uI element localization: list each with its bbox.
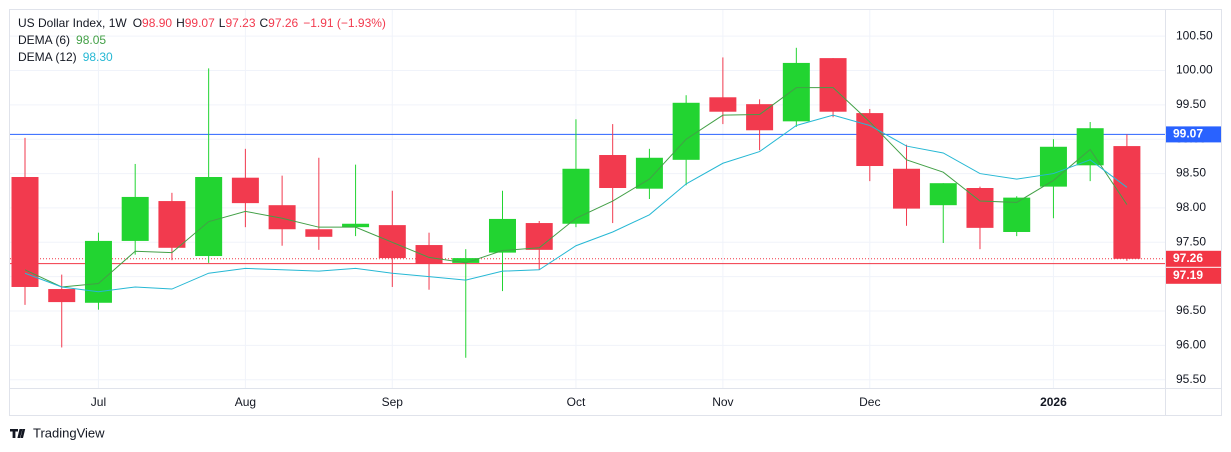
candle-body (1113, 146, 1141, 259)
candle-body (158, 201, 186, 248)
candle-body (599, 155, 627, 189)
ohlc-key: H (176, 16, 185, 30)
candle-body (966, 188, 994, 228)
axes: 95.5096.0096.5097.0097.5098.0098.5099.00… (91, 28, 1221, 409)
y-tick-label: 97.50 (1176, 234, 1206, 248)
candle-body (929, 183, 957, 206)
indicator-name: DEMA (12) (18, 50, 77, 64)
candle-body (195, 177, 223, 257)
candle-body (48, 289, 76, 303)
ohlc-key: O (133, 16, 142, 30)
ohlc-value: 97.26 (268, 16, 298, 30)
candle-body (1076, 128, 1104, 166)
indicator-line (24, 114, 1128, 293)
candle-body (782, 62, 810, 122)
plot (11, 47, 1141, 358)
y-tick-label: 96.00 (1176, 338, 1206, 352)
change-value: −1.91 (−1.93%) (303, 16, 386, 30)
candle-body (525, 223, 553, 250)
candle-body (268, 205, 296, 230)
y-tick-label: 96.50 (1176, 303, 1206, 317)
indicator-value: 98.30 (83, 50, 113, 64)
grid (10, 10, 1165, 388)
candle-body (635, 157, 663, 189)
price-line-badge (1166, 267, 1221, 284)
x-tick-label: Jul (91, 395, 106, 409)
ohlc-key: C (260, 16, 269, 30)
x-tick-label: Sep (382, 395, 404, 409)
symbol-title: US Dollar Index, 1W (18, 16, 127, 30)
price-line-label: 99.07 (1173, 127, 1203, 141)
logo-icon (10, 429, 26, 438)
candle-body (121, 196, 149, 241)
brand-text: TradingView (33, 425, 105, 440)
candle-body (11, 177, 39, 287)
y-tick-label: 98.50 (1176, 166, 1206, 180)
candle-body (452, 258, 480, 263)
ohlc-value: 97.23 (225, 16, 255, 30)
frame (9, 9, 1222, 416)
candle-body (488, 218, 516, 253)
price-line-badge (1166, 250, 1221, 267)
indicator-legend: DEMA (12) 98.30 (18, 50, 113, 64)
indicator-value: 98.05 (76, 33, 106, 47)
candle-body (856, 113, 884, 167)
price-line-label: 97.19 (1173, 268, 1203, 282)
x-tick-label: Aug (235, 395, 256, 409)
candle-body (562, 168, 590, 224)
candle-body (231, 177, 259, 204)
y-tick-label: 100.00 (1176, 63, 1213, 77)
ohlc-value: 98.90 (142, 16, 172, 30)
price-line-label: 97.26 (1173, 251, 1203, 265)
x-tick-label: 2026 (1040, 395, 1067, 409)
x-tick-label: Oct (567, 395, 586, 409)
candle-body (709, 97, 737, 112)
candle-body (415, 245, 443, 264)
legend: US Dollar Index, 1W O98.90 H99.07 L97.23 C97… (18, 16, 386, 64)
x-tick-label: Dec (859, 395, 880, 409)
candle-body (378, 225, 406, 259)
y-tick-label: 98.00 (1176, 200, 1206, 214)
brand-logo: TradingView (10, 425, 105, 440)
candle-body (893, 168, 921, 209)
indicator-name: DEMA (6) (18, 33, 70, 47)
candle-body (672, 102, 700, 160)
candle-body (819, 58, 847, 112)
candle-body (342, 223, 370, 228)
y-tick-label: 95.50 (1176, 372, 1206, 386)
indicator-legend: DEMA (6) 98.05 (18, 33, 106, 47)
ohlc-key: L (219, 16, 226, 30)
candle-body (84, 240, 112, 303)
candle-body (305, 229, 333, 237)
price-line-badge (1166, 126, 1221, 143)
symbol-legend: US Dollar Index, 1W O98.90 H99.07 L97.23 C97… (18, 16, 386, 30)
indicator-line (24, 87, 1128, 288)
y-tick-label: 100.50 (1176, 28, 1213, 42)
y-tick-label: 99.50 (1176, 97, 1206, 111)
x-tick-label: Nov (712, 395, 733, 409)
ohlc-value: 99.07 (185, 16, 215, 30)
candle-body (1003, 197, 1031, 232)
